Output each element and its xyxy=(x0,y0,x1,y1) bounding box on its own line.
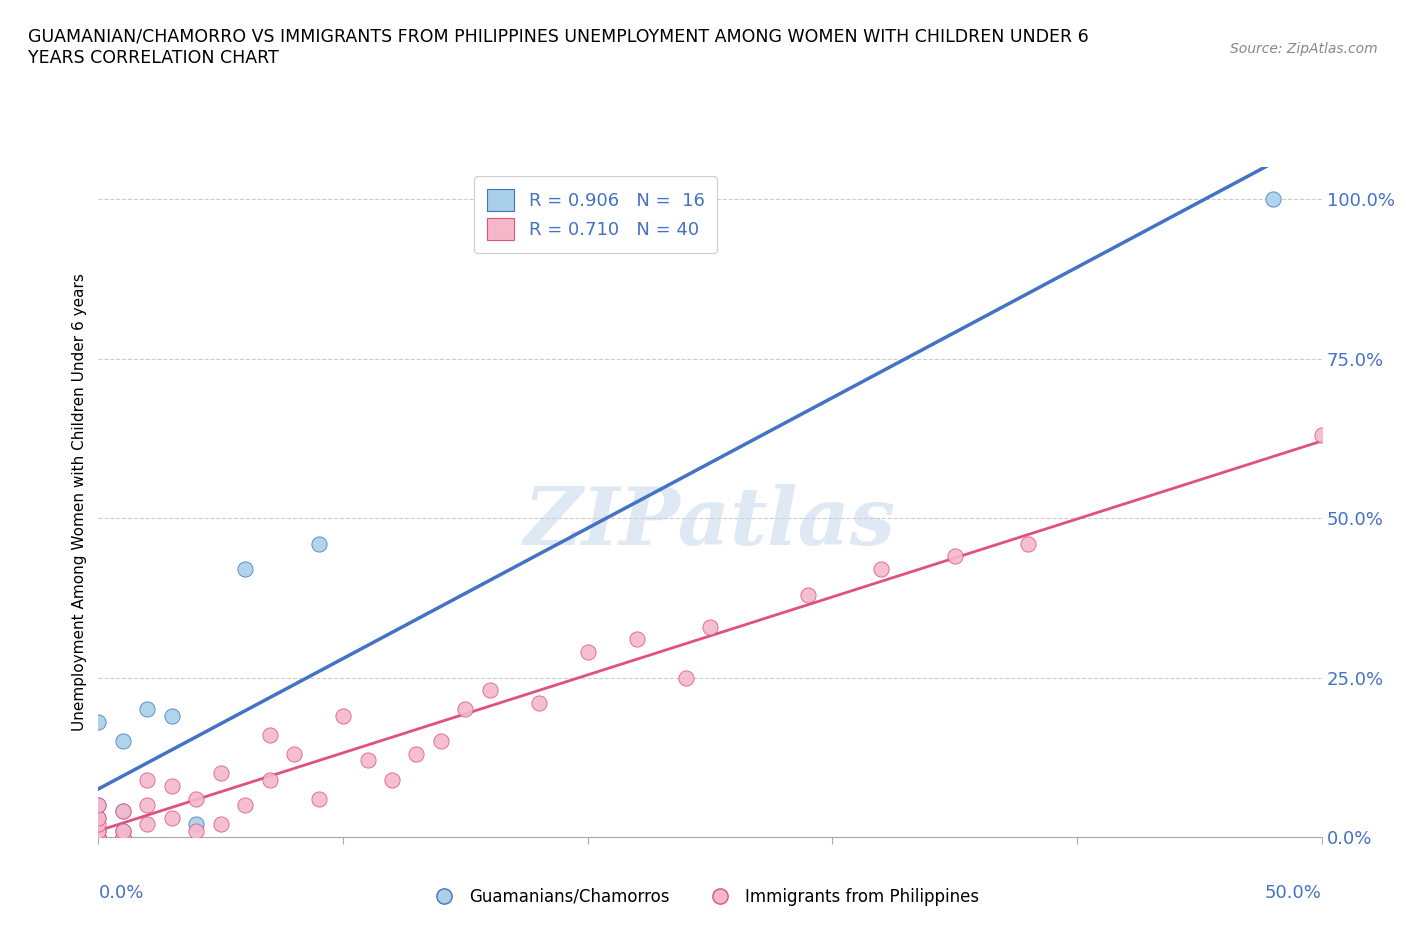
Point xyxy=(111,823,134,838)
Point xyxy=(1310,428,1333,443)
Point xyxy=(233,798,256,813)
Text: 50.0%: 50.0% xyxy=(1265,884,1322,902)
Point xyxy=(87,823,110,838)
Point xyxy=(259,727,281,742)
Point xyxy=(186,823,208,838)
Point xyxy=(308,791,330,806)
Point xyxy=(87,830,110,844)
Point xyxy=(87,817,110,831)
Point xyxy=(87,798,110,813)
Point xyxy=(626,631,648,646)
Point xyxy=(1017,537,1039,551)
Point xyxy=(136,772,159,787)
Point xyxy=(576,644,599,659)
Point xyxy=(87,830,110,844)
Point xyxy=(111,823,134,838)
Point xyxy=(87,715,110,730)
Point xyxy=(209,817,232,831)
Y-axis label: Unemployment Among Women with Children Under 6 years: Unemployment Among Women with Children U… xyxy=(72,273,87,731)
Point xyxy=(478,683,501,698)
Point xyxy=(259,772,281,787)
Point xyxy=(430,734,453,749)
Point xyxy=(87,810,110,825)
Text: 0.0%: 0.0% xyxy=(98,884,143,902)
Point xyxy=(381,772,404,787)
Point xyxy=(87,823,110,838)
Point xyxy=(87,798,110,813)
Point xyxy=(111,830,134,844)
Point xyxy=(111,734,134,749)
Point xyxy=(160,810,183,825)
Point xyxy=(87,830,110,844)
Point xyxy=(160,709,183,724)
Legend: Guamanians/Chamorros, Immigrants from Philippines: Guamanians/Chamorros, Immigrants from Ph… xyxy=(420,881,986,912)
Point xyxy=(405,747,427,762)
Point xyxy=(356,753,378,768)
Point xyxy=(186,817,208,831)
Point xyxy=(332,709,354,724)
Point xyxy=(136,702,159,717)
Point xyxy=(1261,192,1284,206)
Point xyxy=(111,804,134,819)
Point xyxy=(111,804,134,819)
Point xyxy=(699,619,721,634)
Point xyxy=(136,798,159,813)
Point xyxy=(527,696,550,711)
Point xyxy=(233,562,256,577)
Point xyxy=(675,671,697,685)
Point xyxy=(454,702,477,717)
Point xyxy=(160,778,183,793)
Point xyxy=(283,747,305,762)
Point xyxy=(186,791,208,806)
Point xyxy=(136,817,159,831)
Point xyxy=(797,587,820,602)
Point xyxy=(308,537,330,551)
Point xyxy=(87,830,110,844)
Text: ZIPatlas: ZIPatlas xyxy=(524,484,896,561)
Point xyxy=(87,810,110,825)
Point xyxy=(943,549,966,564)
Point xyxy=(870,562,893,577)
Point xyxy=(209,765,232,780)
Text: Source: ZipAtlas.com: Source: ZipAtlas.com xyxy=(1230,42,1378,56)
Point xyxy=(111,830,134,844)
Text: GUAMANIAN/CHAMORRO VS IMMIGRANTS FROM PHILIPPINES UNEMPLOYMENT AMONG WOMEN WITH : GUAMANIAN/CHAMORRO VS IMMIGRANTS FROM PH… xyxy=(28,28,1088,67)
Legend: R = 0.906   N =  16, R = 0.710   N = 40: R = 0.906 N = 16, R = 0.710 N = 40 xyxy=(474,177,717,253)
